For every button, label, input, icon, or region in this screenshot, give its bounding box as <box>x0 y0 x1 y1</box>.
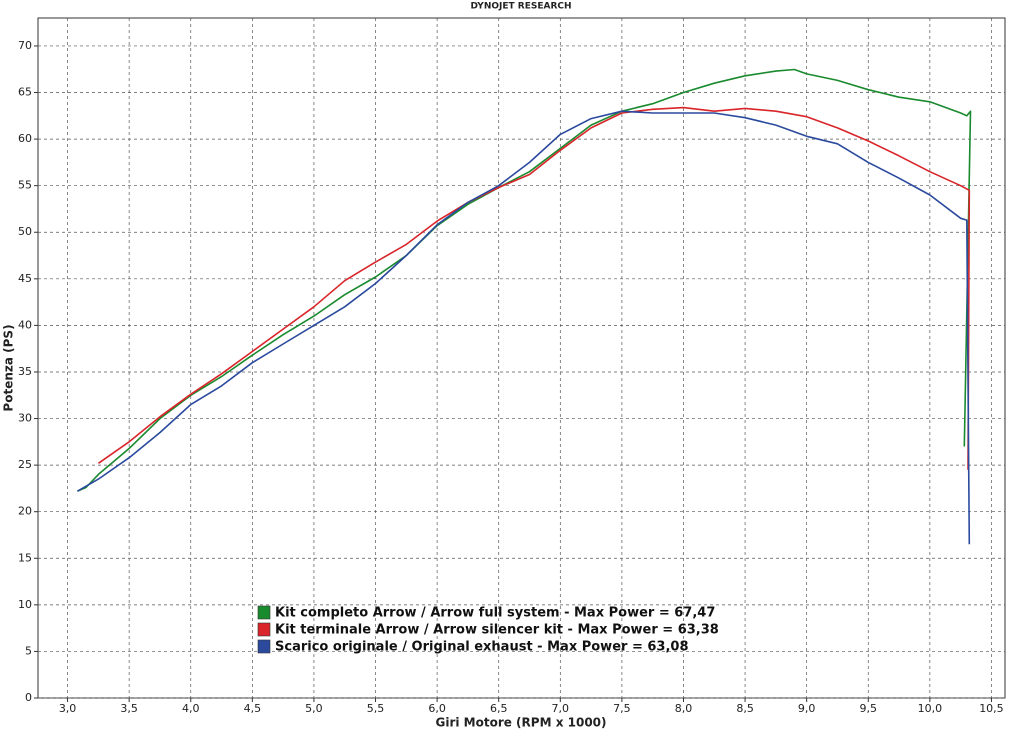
y-tick-label: 40 <box>18 318 32 331</box>
y-tick-label: 45 <box>18 272 32 285</box>
series-line <box>97 106 971 470</box>
x-tick-label: 6,5 <box>490 702 508 715</box>
legend-swatch <box>257 605 271 620</box>
y-tick-label: 65 <box>18 86 32 99</box>
x-tick-label: 7,5 <box>613 702 631 715</box>
x-tick-label: 9,5 <box>860 702 878 715</box>
series-line <box>77 110 971 545</box>
y-tick-label: 55 <box>18 179 32 192</box>
chart-title: DYNOJET RESEARCH <box>470 2 571 12</box>
x-tick-label: 10,0 <box>918 702 943 715</box>
y-tick-label: 30 <box>18 412 32 425</box>
legend-swatch <box>257 622 271 637</box>
y-tick-label: 70 <box>18 39 32 52</box>
legend-swatch <box>257 639 271 654</box>
x-tick-label: 10,5 <box>979 702 1004 715</box>
y-tick-label: 10 <box>18 598 32 611</box>
x-tick-label: 9,0 <box>798 702 816 715</box>
x-tick-label: 4,5 <box>244 702 262 715</box>
plot-area <box>37 17 1006 699</box>
x-tick-label: 3,5 <box>120 702 138 715</box>
legend-label: Kit terminale Arrow / Arrow silencer kit… <box>275 623 719 638</box>
x-tick-label: 6,0 <box>428 702 446 715</box>
y-tick-label: 15 <box>18 551 32 564</box>
y-axis-label: Potenza (PS) <box>2 324 16 411</box>
x-tick-label: 5,5 <box>367 702 385 715</box>
legend-label: Kit completo Arrow / Arrow full system -… <box>275 606 715 621</box>
y-tick-label: 5 <box>25 644 32 657</box>
y-tick-label: 60 <box>18 132 32 145</box>
y-tick-label: 50 <box>18 225 32 238</box>
y-tick-label: 20 <box>18 505 32 518</box>
y-tick-label: 25 <box>18 458 32 471</box>
x-tick-label: 3,0 <box>59 702 77 715</box>
x-axis-label: Giri Motore (RPM x 1000) <box>435 716 606 729</box>
y-tick-label: 0 <box>25 691 32 704</box>
series-line <box>77 68 972 492</box>
y-tick-label: 35 <box>18 365 32 378</box>
x-tick-label: 4,0 <box>182 702 200 715</box>
x-tick-label: 8,0 <box>675 702 693 715</box>
x-tick-label: 7,0 <box>552 702 570 715</box>
legend-label: Scarico originale / Original exhaust - M… <box>275 640 689 655</box>
x-tick-label: 8,5 <box>736 702 754 715</box>
x-tick-label: 5,0 <box>305 702 323 715</box>
